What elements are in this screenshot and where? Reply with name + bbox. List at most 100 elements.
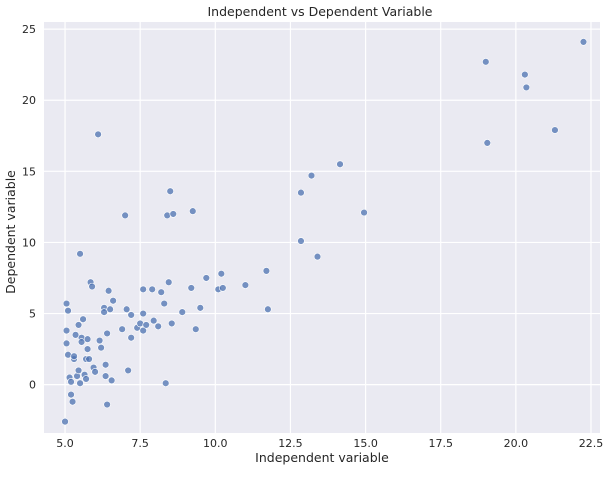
scatter-point bbox=[61, 417, 69, 426]
x-tick-label: 10.0 bbox=[203, 437, 228, 450]
y-tick-label: 10 bbox=[22, 236, 36, 249]
scatter-point bbox=[101, 361, 110, 369]
x-axis: 5.0 7.5 10.0 12.5 15.0 17.5 20.0 22.5 bbox=[56, 437, 603, 450]
x-tick-label: 5.0 bbox=[56, 437, 74, 450]
scatter-point bbox=[74, 366, 83, 375]
scatter-point bbox=[262, 267, 271, 275]
scatter-point bbox=[82, 375, 90, 383]
scatter-point bbox=[100, 308, 108, 316]
y-tick-label: 15 bbox=[22, 165, 36, 178]
scatter-point bbox=[139, 309, 147, 318]
scatter-point bbox=[70, 352, 78, 360]
y-axis: 0 5 10 15 20 25 bbox=[22, 23, 36, 392]
scatter-point bbox=[64, 306, 72, 315]
scatter-point bbox=[168, 319, 176, 328]
scatter-point bbox=[83, 345, 92, 353]
scatter-point bbox=[336, 160, 344, 168]
scatter-point bbox=[106, 305, 114, 313]
scatter-point bbox=[109, 297, 117, 305]
scatter-point bbox=[77, 338, 86, 346]
scatter-point bbox=[551, 126, 559, 134]
x-tick-label: 15.0 bbox=[353, 437, 378, 450]
scatter-point bbox=[103, 329, 111, 338]
scatter-point bbox=[360, 208, 368, 217]
x-tick-label: 20.0 bbox=[504, 437, 529, 450]
scatter-point bbox=[187, 284, 195, 292]
scatter-point bbox=[169, 210, 177, 218]
scatter-point bbox=[118, 325, 126, 333]
x-tick-label: 12.5 bbox=[278, 437, 303, 450]
scatter-point bbox=[107, 376, 116, 385]
scatter-point bbox=[62, 299, 71, 308]
scatter-point bbox=[136, 319, 144, 328]
y-tick-label: 0 bbox=[29, 379, 36, 392]
scatter-point bbox=[94, 130, 102, 139]
scatter-point bbox=[482, 58, 490, 66]
scatter-point bbox=[163, 211, 171, 220]
scatter-point bbox=[68, 398, 77, 406]
scatter-point bbox=[192, 325, 200, 333]
scatter-point bbox=[149, 316, 158, 325]
scatter-point bbox=[76, 250, 84, 258]
scatter-point bbox=[139, 326, 147, 335]
scatter-point bbox=[264, 305, 272, 313]
scatter-point bbox=[313, 252, 322, 261]
y-tick-label: 5 bbox=[29, 308, 36, 321]
y-axis-label: Dependent variable bbox=[3, 170, 18, 294]
y-tick-label: 25 bbox=[22, 23, 36, 36]
scatter-point bbox=[95, 336, 104, 345]
x-tick-label: 22.5 bbox=[579, 437, 604, 450]
scatter-point bbox=[88, 282, 96, 291]
scatter-point bbox=[104, 287, 113, 295]
scatter-point bbox=[202, 274, 210, 282]
scatter-point bbox=[307, 171, 316, 180]
scatter-point bbox=[579, 38, 588, 46]
scatter-point bbox=[74, 321, 83, 329]
scatter-point bbox=[521, 70, 529, 79]
scatter-point bbox=[124, 366, 132, 375]
plot-area bbox=[44, 22, 600, 433]
scatter-point bbox=[196, 304, 204, 312]
grid bbox=[44, 22, 600, 433]
scatter-point bbox=[166, 187, 174, 195]
scatter-point bbox=[101, 372, 110, 380]
scatter-point bbox=[64, 351, 72, 359]
scatter-point bbox=[139, 285, 147, 294]
scatter-point bbox=[83, 335, 92, 343]
scatter-point bbox=[157, 288, 165, 296]
chart-title: Independent vs Dependent Variable bbox=[208, 4, 433, 19]
scatter-point bbox=[297, 188, 305, 197]
scatter-point bbox=[62, 326, 71, 335]
data-points bbox=[61, 38, 588, 426]
scatter-point bbox=[483, 139, 491, 147]
x-axis-label: Independent variable bbox=[255, 450, 389, 465]
scatter-point bbox=[142, 321, 150, 329]
scatter-point bbox=[154, 322, 162, 331]
scatter-point bbox=[217, 270, 226, 278]
scatter-point bbox=[219, 284, 227, 292]
scatter-point bbox=[127, 334, 135, 342]
scatter-point bbox=[148, 285, 156, 294]
scatter-point bbox=[189, 207, 197, 215]
scatter-point bbox=[522, 83, 531, 92]
scatter-point bbox=[97, 343, 105, 352]
scatter-point bbox=[160, 299, 168, 308]
scatter-point bbox=[121, 211, 129, 220]
scatter-point bbox=[76, 379, 84, 387]
scatter-point bbox=[67, 378, 75, 386]
x-tick-label: 7.5 bbox=[131, 437, 149, 450]
scatter-point bbox=[103, 400, 111, 409]
scatter-point bbox=[297, 237, 305, 245]
scatter-point bbox=[178, 308, 186, 316]
y-tick-label: 20 bbox=[22, 94, 36, 107]
scatter-point bbox=[79, 315, 87, 323]
scatter-point bbox=[165, 278, 173, 286]
scatter-point bbox=[241, 281, 250, 289]
scatter-point bbox=[85, 355, 93, 363]
scatter-point bbox=[62, 339, 71, 348]
scatter-point bbox=[91, 368, 99, 376]
x-tick-label: 17.5 bbox=[428, 437, 453, 450]
scatter-point bbox=[127, 311, 135, 319]
